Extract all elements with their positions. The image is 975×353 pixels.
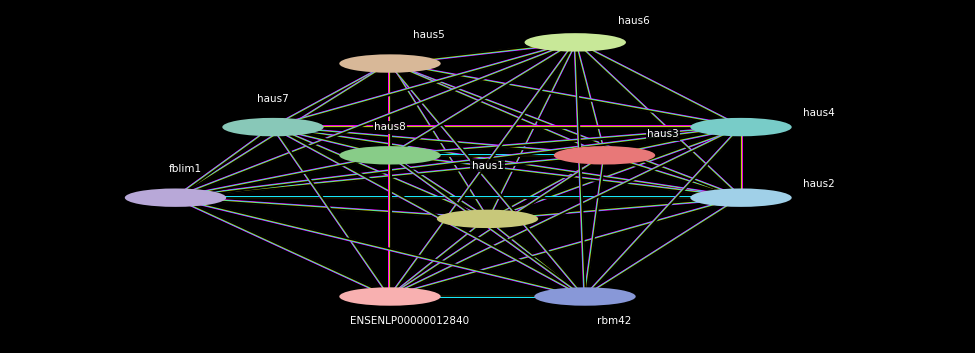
Ellipse shape xyxy=(339,146,441,164)
Ellipse shape xyxy=(690,189,792,207)
Text: rbm42: rbm42 xyxy=(597,316,632,326)
Ellipse shape xyxy=(534,287,636,306)
Ellipse shape xyxy=(554,146,655,164)
Ellipse shape xyxy=(690,118,792,136)
Text: haus1: haus1 xyxy=(472,161,503,171)
Text: haus3: haus3 xyxy=(647,129,679,139)
Text: haus5: haus5 xyxy=(413,30,445,40)
Ellipse shape xyxy=(339,54,441,73)
Text: haus4: haus4 xyxy=(803,108,835,118)
Ellipse shape xyxy=(437,210,538,228)
Text: fblim1: fblim1 xyxy=(169,164,202,174)
Ellipse shape xyxy=(525,33,626,52)
Text: ENSENLP00000012840: ENSENLP00000012840 xyxy=(350,316,469,326)
Text: haus8: haus8 xyxy=(374,122,406,132)
Ellipse shape xyxy=(222,118,324,136)
Text: haus6: haus6 xyxy=(618,16,649,26)
Text: haus7: haus7 xyxy=(257,94,289,104)
Ellipse shape xyxy=(125,189,226,207)
Text: haus2: haus2 xyxy=(803,179,835,189)
Ellipse shape xyxy=(339,287,441,306)
